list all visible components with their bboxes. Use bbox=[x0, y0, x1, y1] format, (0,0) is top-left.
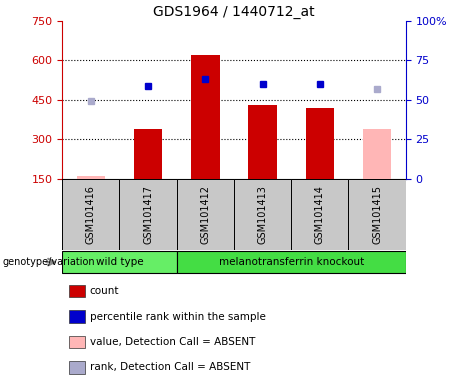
Bar bbox=[177, 179, 234, 250]
Bar bbox=[69, 336, 84, 348]
Bar bbox=[306, 108, 334, 179]
Bar bbox=[77, 176, 105, 179]
Bar bbox=[248, 105, 277, 179]
Bar bbox=[62, 251, 177, 273]
Bar bbox=[69, 310, 84, 323]
Text: wild type: wild type bbox=[96, 257, 143, 267]
Bar bbox=[191, 55, 219, 179]
Text: value, Detection Call = ABSENT: value, Detection Call = ABSENT bbox=[90, 337, 255, 347]
Text: count: count bbox=[90, 286, 119, 296]
Text: genotype/variation: genotype/variation bbox=[2, 257, 95, 267]
Bar bbox=[291, 179, 349, 250]
Bar bbox=[62, 179, 119, 250]
Text: GSM101414: GSM101414 bbox=[315, 185, 325, 243]
Bar bbox=[363, 129, 391, 179]
Text: rank, Detection Call = ABSENT: rank, Detection Call = ABSENT bbox=[90, 362, 250, 372]
Bar bbox=[349, 179, 406, 250]
Bar bbox=[69, 285, 84, 298]
Bar bbox=[119, 179, 177, 250]
Text: GSM101417: GSM101417 bbox=[143, 185, 153, 243]
Text: GSM101413: GSM101413 bbox=[258, 185, 267, 243]
Text: percentile rank within the sample: percentile rank within the sample bbox=[90, 311, 266, 321]
Bar bbox=[177, 251, 406, 273]
Text: GSM101412: GSM101412 bbox=[201, 185, 210, 243]
Text: melanotransferrin knockout: melanotransferrin knockout bbox=[219, 257, 364, 267]
Title: GDS1964 / 1440712_at: GDS1964 / 1440712_at bbox=[153, 5, 315, 19]
Text: GSM101415: GSM101415 bbox=[372, 185, 382, 243]
Bar bbox=[234, 179, 291, 250]
Bar bbox=[134, 129, 162, 179]
Text: GSM101416: GSM101416 bbox=[86, 185, 96, 243]
Bar bbox=[69, 361, 84, 374]
